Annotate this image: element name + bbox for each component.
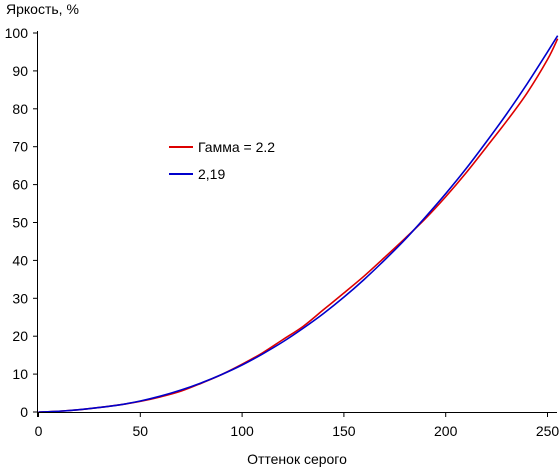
y-axis-ticks: 0 10 20 30 40 50 60 70 80 90 100 xyxy=(5,25,37,420)
y-tick-label: 80 xyxy=(12,101,28,117)
legend-label-2: 2,19 xyxy=(198,166,225,182)
y-tick-label: 30 xyxy=(12,290,28,306)
y-tick-label: 60 xyxy=(12,177,28,193)
y-tick-label: 10 xyxy=(12,366,28,382)
y-tick-label: 0 xyxy=(20,404,28,420)
x-tick-label: 150 xyxy=(332,423,356,439)
y-tick-label: 40 xyxy=(12,252,28,268)
legend: Гамма = 2.2 2,19 xyxy=(169,139,275,182)
y-axis-title: Яркость, % xyxy=(6,1,79,17)
x-axis-ticks: 0 50 100 150 200 250 xyxy=(35,412,560,439)
x-tick-label: 250 xyxy=(536,423,560,439)
y-tick-label: 50 xyxy=(12,215,28,231)
series-line-1 xyxy=(38,38,559,413)
y-tick-label: 70 xyxy=(12,139,28,155)
x-tick-label: 200 xyxy=(434,423,458,439)
x-axis-title: Оттенок серого xyxy=(247,451,347,467)
series-line-2 xyxy=(38,35,559,413)
y-tick-label: 20 xyxy=(12,328,28,344)
plot-lines xyxy=(38,35,559,413)
y-tick-label: 90 xyxy=(12,63,28,79)
legend-label-1: Гамма = 2.2 xyxy=(198,139,275,155)
x-tick-label: 100 xyxy=(230,423,254,439)
x-tick-label: 0 xyxy=(35,423,43,439)
y-tick-label: 100 xyxy=(5,25,29,41)
x-tick-label: 50 xyxy=(133,423,149,439)
